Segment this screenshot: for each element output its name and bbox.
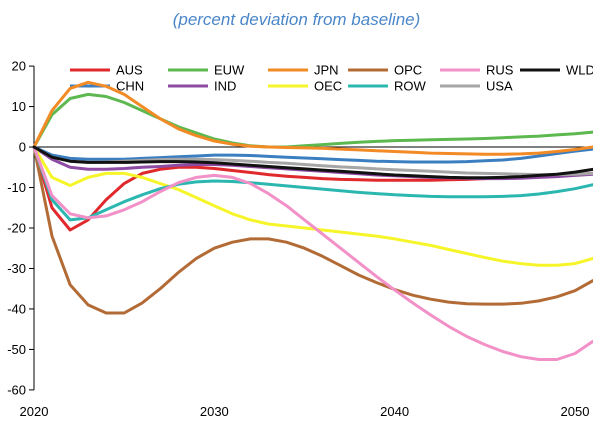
x-tick-label: 2030 <box>200 404 229 419</box>
series-line-oec <box>32 145 593 267</box>
y-tick-label: 0 <box>19 140 26 155</box>
y-tick-label: 10 <box>12 99 26 114</box>
y-tick-label: -30 <box>7 261 26 276</box>
legend-label-oec: OEC <box>314 79 342 94</box>
legend-label-aus: AUS <box>116 63 143 78</box>
series-line-chn <box>32 145 593 164</box>
series-line-row <box>32 145 593 222</box>
y-tick-label: -40 <box>7 301 26 316</box>
legend-label-opc: OPC <box>394 63 422 78</box>
chart-subtitle: (percent deviation from baseline) <box>172 10 421 29</box>
x-tick-label: 2020 <box>20 404 49 419</box>
x-axis: 2020 2030 2040 2050 <box>20 404 590 419</box>
legend-label-chn: CHN <box>116 79 144 94</box>
legend-label-ind: IND <box>214 79 236 94</box>
y-tick-label: -10 <box>7 180 26 195</box>
series-line-jpn <box>32 80 593 156</box>
y-tick-label: -20 <box>7 221 26 236</box>
series-line-opc <box>32 145 593 315</box>
series-lines <box>32 80 593 361</box>
y-tick-label: -60 <box>7 382 26 397</box>
y-axis: 20 10 0 -10 -20 -30 -40 -50 -60 <box>7 59 593 397</box>
y-tick-label: 20 <box>12 59 26 74</box>
legend-label-rus: RUS <box>486 63 514 78</box>
legend-label-wld: WLD <box>566 63 593 78</box>
series-line-euw <box>32 92 593 149</box>
legend-label-jpn: JPN <box>314 63 339 78</box>
y-tick-label: -50 <box>7 342 26 357</box>
series-line-rus <box>32 145 593 361</box>
legend-label-row: ROW <box>394 79 427 94</box>
x-tick-label: 2050 <box>561 404 590 419</box>
x-tick-label: 2040 <box>380 404 409 419</box>
series-line-wld <box>32 145 593 180</box>
legend-label-euw: EUW <box>214 63 245 78</box>
legend-label-usa: USA <box>486 79 513 94</box>
